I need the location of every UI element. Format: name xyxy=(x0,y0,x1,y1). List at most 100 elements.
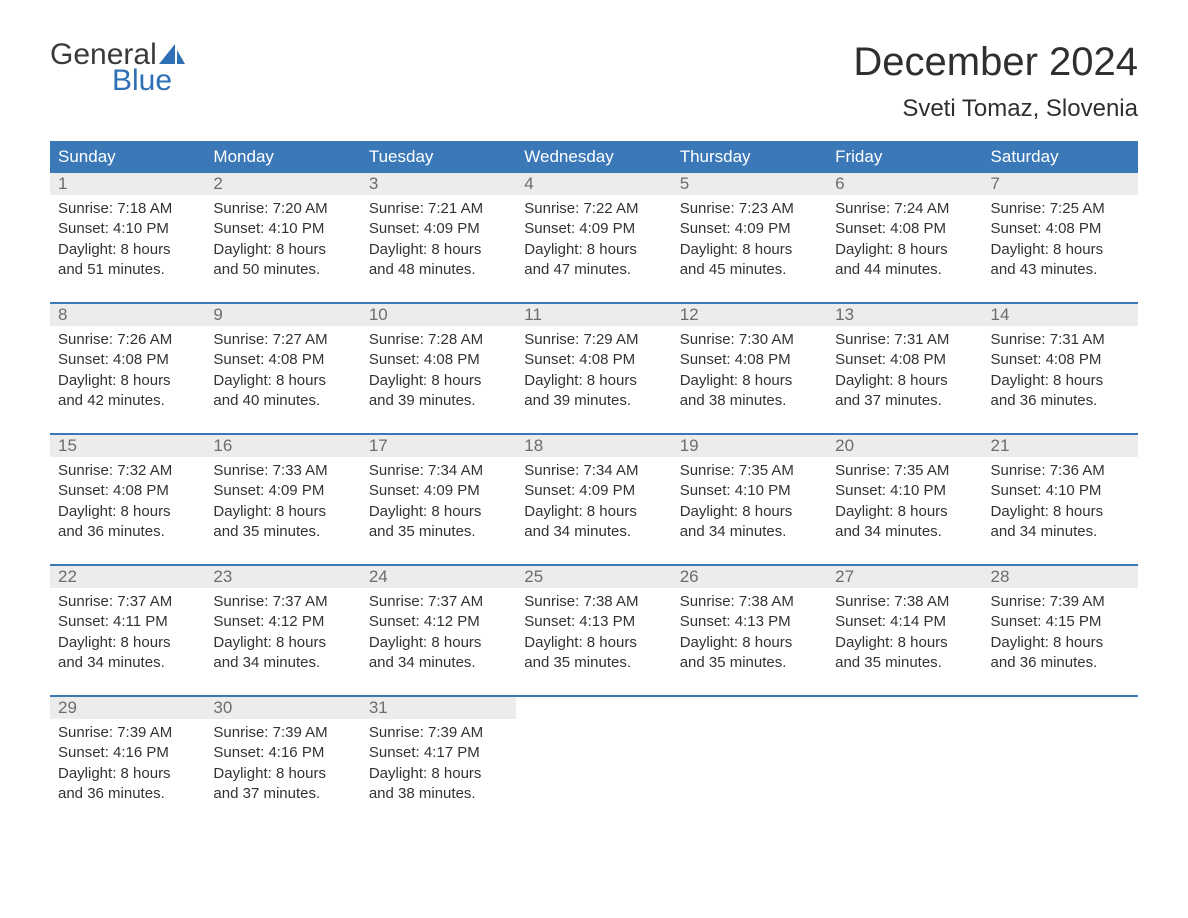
sunset-line: Sunset: 4:11 PM xyxy=(58,612,197,632)
page-header: General Blue December 2024 Sveti Tomaz, … xyxy=(50,40,1138,123)
day-number: 17 xyxy=(361,435,516,457)
logo-word-blue: Blue xyxy=(112,66,185,96)
day-number: 24 xyxy=(361,566,516,588)
sunset-line: Sunset: 4:08 PM xyxy=(835,350,974,370)
day-header: Sunday xyxy=(50,141,205,173)
day-cell xyxy=(983,719,1138,826)
day-cell: Sunrise: 7:38 AMSunset: 4:14 PMDaylight:… xyxy=(827,588,982,696)
day-number: 23 xyxy=(205,566,360,588)
daylight-line: Daylight: 8 hours and 45 minutes. xyxy=(680,240,819,281)
daylight-line: Daylight: 8 hours and 36 minutes. xyxy=(58,764,197,805)
sunrise-line: Sunrise: 7:29 AM xyxy=(524,330,663,350)
day-cell: Sunrise: 7:37 AMSunset: 4:11 PMDaylight:… xyxy=(50,588,205,696)
day-number: 2 xyxy=(205,173,360,195)
sunrise-line: Sunrise: 7:36 AM xyxy=(991,461,1130,481)
day-number xyxy=(983,697,1138,719)
day-number: 26 xyxy=(672,566,827,588)
day-cell: Sunrise: 7:31 AMSunset: 4:08 PMDaylight:… xyxy=(827,326,982,434)
day-header: Friday xyxy=(827,141,982,173)
daylight-line: Daylight: 8 hours and 48 minutes. xyxy=(369,240,508,281)
title-block: December 2024 Sveti Tomaz, Slovenia xyxy=(853,40,1138,123)
sunrise-line: Sunrise: 7:35 AM xyxy=(680,461,819,481)
day-cell: Sunrise: 7:20 AMSunset: 4:10 PMDaylight:… xyxy=(205,195,360,303)
day-number: 16 xyxy=(205,435,360,457)
day-number: 9 xyxy=(205,304,360,326)
day-cell: Sunrise: 7:24 AMSunset: 4:08 PMDaylight:… xyxy=(827,195,982,303)
day-number-row: 891011121314 xyxy=(50,304,1138,326)
calendar-table: SundayMondayTuesdayWednesdayThursdayFrid… xyxy=(50,141,1138,826)
sunrise-line: Sunrise: 7:34 AM xyxy=(369,461,508,481)
day-header-row: SundayMondayTuesdayWednesdayThursdayFrid… xyxy=(50,141,1138,173)
day-number: 1 xyxy=(50,173,205,195)
day-cell: Sunrise: 7:35 AMSunset: 4:10 PMDaylight:… xyxy=(827,457,982,565)
sunset-line: Sunset: 4:10 PM xyxy=(58,219,197,239)
brand-logo: General Blue xyxy=(50,40,185,96)
sunset-line: Sunset: 4:16 PM xyxy=(213,743,352,763)
day-number: 7 xyxy=(983,173,1138,195)
day-number: 28 xyxy=(983,566,1138,588)
day-cell: Sunrise: 7:22 AMSunset: 4:09 PMDaylight:… xyxy=(516,195,671,303)
sunset-line: Sunset: 4:08 PM xyxy=(835,219,974,239)
daylight-line: Daylight: 8 hours and 39 minutes. xyxy=(369,371,508,412)
day-cell: Sunrise: 7:30 AMSunset: 4:08 PMDaylight:… xyxy=(672,326,827,434)
sunset-line: Sunset: 4:08 PM xyxy=(991,350,1130,370)
day-cell xyxy=(516,719,671,826)
daylight-line: Daylight: 8 hours and 38 minutes. xyxy=(680,371,819,412)
day-number: 29 xyxy=(50,697,205,719)
day-cell: Sunrise: 7:39 AMSunset: 4:16 PMDaylight:… xyxy=(50,719,205,826)
sunrise-line: Sunrise: 7:37 AM xyxy=(58,592,197,612)
daylight-line: Daylight: 8 hours and 36 minutes. xyxy=(991,633,1130,674)
day-cell: Sunrise: 7:23 AMSunset: 4:09 PMDaylight:… xyxy=(672,195,827,303)
sunset-line: Sunset: 4:08 PM xyxy=(680,350,819,370)
day-number: 21 xyxy=(983,435,1138,457)
daylight-line: Daylight: 8 hours and 39 minutes. xyxy=(524,371,663,412)
sunset-line: Sunset: 4:17 PM xyxy=(369,743,508,763)
daylight-line: Daylight: 8 hours and 42 minutes. xyxy=(58,371,197,412)
day-cell: Sunrise: 7:18 AMSunset: 4:10 PMDaylight:… xyxy=(50,195,205,303)
daylight-line: Daylight: 8 hours and 43 minutes. xyxy=(991,240,1130,281)
sunset-line: Sunset: 4:12 PM xyxy=(369,612,508,632)
sunset-line: Sunset: 4:10 PM xyxy=(213,219,352,239)
sunset-line: Sunset: 4:10 PM xyxy=(835,481,974,501)
sunrise-line: Sunrise: 7:37 AM xyxy=(213,592,352,612)
sunrise-line: Sunrise: 7:38 AM xyxy=(835,592,974,612)
day-number: 31 xyxy=(361,697,516,719)
sunrise-line: Sunrise: 7:37 AM xyxy=(369,592,508,612)
sunset-line: Sunset: 4:13 PM xyxy=(524,612,663,632)
day-data-row: Sunrise: 7:39 AMSunset: 4:16 PM Daylight:… xyxy=(50,719,1138,826)
sunset-line: Sunset: 4:08 PM xyxy=(58,481,197,501)
sunrise-line: Sunrise: 7:20 AM xyxy=(213,199,352,219)
sunrise-line: Sunrise: 7:35 AM xyxy=(835,461,974,481)
location-text: Sveti Tomaz, Slovenia xyxy=(853,95,1138,123)
sunset-line: Sunset: 4:08 PM xyxy=(991,219,1130,239)
day-data-row: Sunrise: 7:37 AMSunset: 4:11 PMDaylight:… xyxy=(50,588,1138,696)
sunrise-line: Sunrise: 7:38 AM xyxy=(524,592,663,612)
sunrise-line: Sunrise: 7:38 AM xyxy=(680,592,819,612)
day-cell: Sunrise: 7:29 AMSunset: 4:08 PMDaylight:… xyxy=(516,326,671,434)
daylight-line: Daylight: 8 hours and 34 minutes. xyxy=(680,502,819,543)
sunset-line: Sunset: 4:14 PM xyxy=(835,612,974,632)
day-number: 15 xyxy=(50,435,205,457)
sunrise-line: Sunrise: 7:31 AM xyxy=(835,330,974,350)
day-cell: Sunrise: 7:39 AMSunset: 4:16 PMDaylight:… xyxy=(205,719,360,826)
day-number: 6 xyxy=(827,173,982,195)
day-cell: Sunrise: 7:34 AMSunset: 4:09 PMDaylight:… xyxy=(361,457,516,565)
day-cell: Sunrise: 7:39 AMSunset: 4:17 PMDaylight:… xyxy=(361,719,516,826)
daylight-line: Daylight: 8 hours and 44 minutes. xyxy=(835,240,974,281)
day-header: Monday xyxy=(205,141,360,173)
day-cell xyxy=(827,719,982,826)
sunrise-line: Sunrise: 7:39 AM xyxy=(213,723,352,743)
sunrise-line: Sunrise: 7:33 AM xyxy=(213,461,352,481)
daylight-line: Daylight: 8 hours and 34 minutes. xyxy=(213,633,352,674)
daylight-line: Daylight: 8 hours and 35 minutes. xyxy=(835,633,974,674)
daylight-line: Daylight: 8 hours and 38 minutes. xyxy=(369,764,508,805)
day-number xyxy=(516,697,671,719)
day-cell: Sunrise: 7:31 AMSunset: 4:08 PMDaylight:… xyxy=(983,326,1138,434)
daylight-line: Daylight: 8 hours and 34 minutes. xyxy=(991,502,1130,543)
day-number: 27 xyxy=(827,566,982,588)
day-header: Wednesday xyxy=(516,141,671,173)
sunset-line: Sunset: 4:08 PM xyxy=(213,350,352,370)
day-number: 11 xyxy=(516,304,671,326)
day-cell: Sunrise: 7:37 AMSunset: 4:12 PMDaylight:… xyxy=(361,588,516,696)
day-cell: Sunrise: 7:26 AMSunset: 4:08 PMDaylight:… xyxy=(50,326,205,434)
